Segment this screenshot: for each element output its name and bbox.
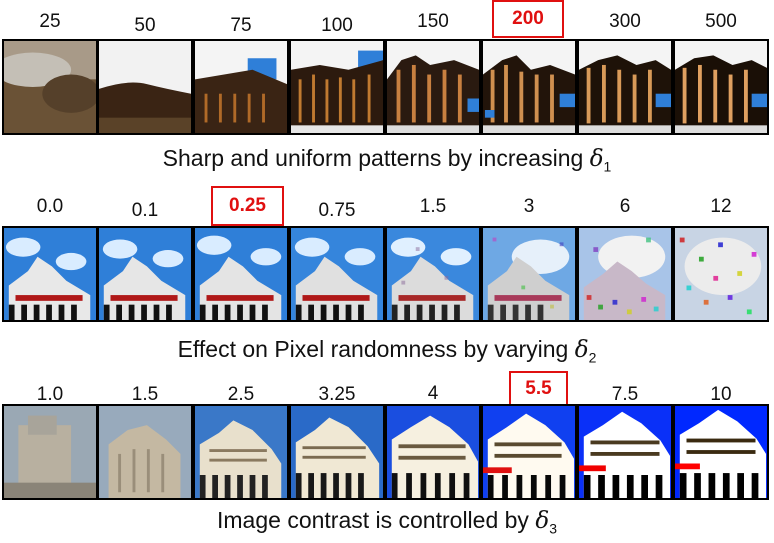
param-label: 3.25 — [318, 384, 356, 405]
sample-tile — [673, 226, 769, 322]
row-delta3: 1.0 1.5 2.5 3.25 4 5.5 7.5 10 Image cont… — [0, 371, 774, 543]
sample-tile — [577, 39, 673, 135]
sample-tile — [577, 404, 673, 500]
param-label: 1.5 — [419, 196, 447, 217]
param-label: 0.0 — [36, 196, 64, 217]
delta-subscript: 2 — [588, 349, 597, 366]
param-label: 75 — [230, 15, 252, 36]
param-label: 0.75 — [318, 200, 356, 221]
param-label: 10 — [710, 384, 732, 405]
sample-tile — [97, 404, 193, 500]
sample-tile — [481, 404, 577, 500]
param-label-highlighted: 200 — [492, 0, 564, 38]
sample-tile — [481, 226, 577, 322]
param-label-highlighted: 0.25 — [211, 186, 284, 226]
row-delta1: 25 50 75 100 150 200 300 500 Sharp and u… — [0, 0, 774, 176]
caption-text: Image contrast is controlled by — [217, 507, 536, 533]
param-label: 0.1 — [131, 200, 159, 221]
sample-tile — [2, 39, 98, 135]
param-label: 25 — [39, 11, 61, 32]
param-label: 7.5 — [611, 384, 639, 405]
sample-tile — [385, 404, 481, 500]
sample-tile — [97, 39, 193, 135]
param-label: 1.0 — [36, 384, 64, 405]
sample-tile — [289, 226, 385, 322]
param-label: 150 — [417, 11, 449, 32]
sample-tile — [673, 404, 769, 500]
sample-tile — [97, 226, 193, 322]
param-label: 4 — [427, 383, 439, 404]
param-label: 1.5 — [131, 384, 159, 405]
param-label: 50 — [134, 15, 156, 36]
caption-delta3: Image contrast is controlled by δ3 — [0, 507, 774, 537]
sample-tile — [193, 404, 289, 500]
sample-tile — [289, 404, 385, 500]
caption-delta1: Sharp and uniform patterns by increasing… — [0, 145, 774, 175]
sample-tile — [193, 226, 289, 322]
param-label: 500 — [705, 11, 737, 32]
delta-subscript: 1 — [603, 158, 612, 175]
caption-text: Effect on Pixel randomness by varying — [177, 336, 575, 362]
sample-tile — [193, 39, 289, 135]
param-label-highlighted: 5.5 — [509, 371, 568, 406]
sample-tile — [577, 226, 673, 322]
sample-tile — [673, 39, 769, 135]
caption-text: Sharp and uniform patterns by increasing — [162, 145, 590, 171]
param-label: 3 — [523, 196, 535, 217]
param-label: 300 — [609, 11, 641, 32]
sample-tile — [481, 39, 577, 135]
delta-subscript: 3 — [549, 520, 557, 537]
sample-tile — [385, 39, 481, 135]
sample-tile — [2, 404, 98, 500]
param-label: 6 — [619, 196, 631, 217]
row-delta2: 0.0 0.1 0.25 0.75 1.5 3 6 12 Effect on P… — [0, 186, 774, 366]
param-label: 12 — [710, 196, 732, 217]
delta-symbol: δ — [574, 337, 589, 363]
sample-tile — [385, 226, 481, 322]
sample-tile — [289, 39, 385, 135]
delta-symbol: δ — [589, 146, 604, 172]
caption-delta2: Effect on Pixel randomness by varying δ2 — [0, 336, 774, 366]
delta-symbol: δ — [535, 508, 550, 534]
sample-tile — [2, 226, 98, 322]
param-label: 100 — [321, 15, 353, 36]
param-label: 2.5 — [227, 384, 255, 405]
